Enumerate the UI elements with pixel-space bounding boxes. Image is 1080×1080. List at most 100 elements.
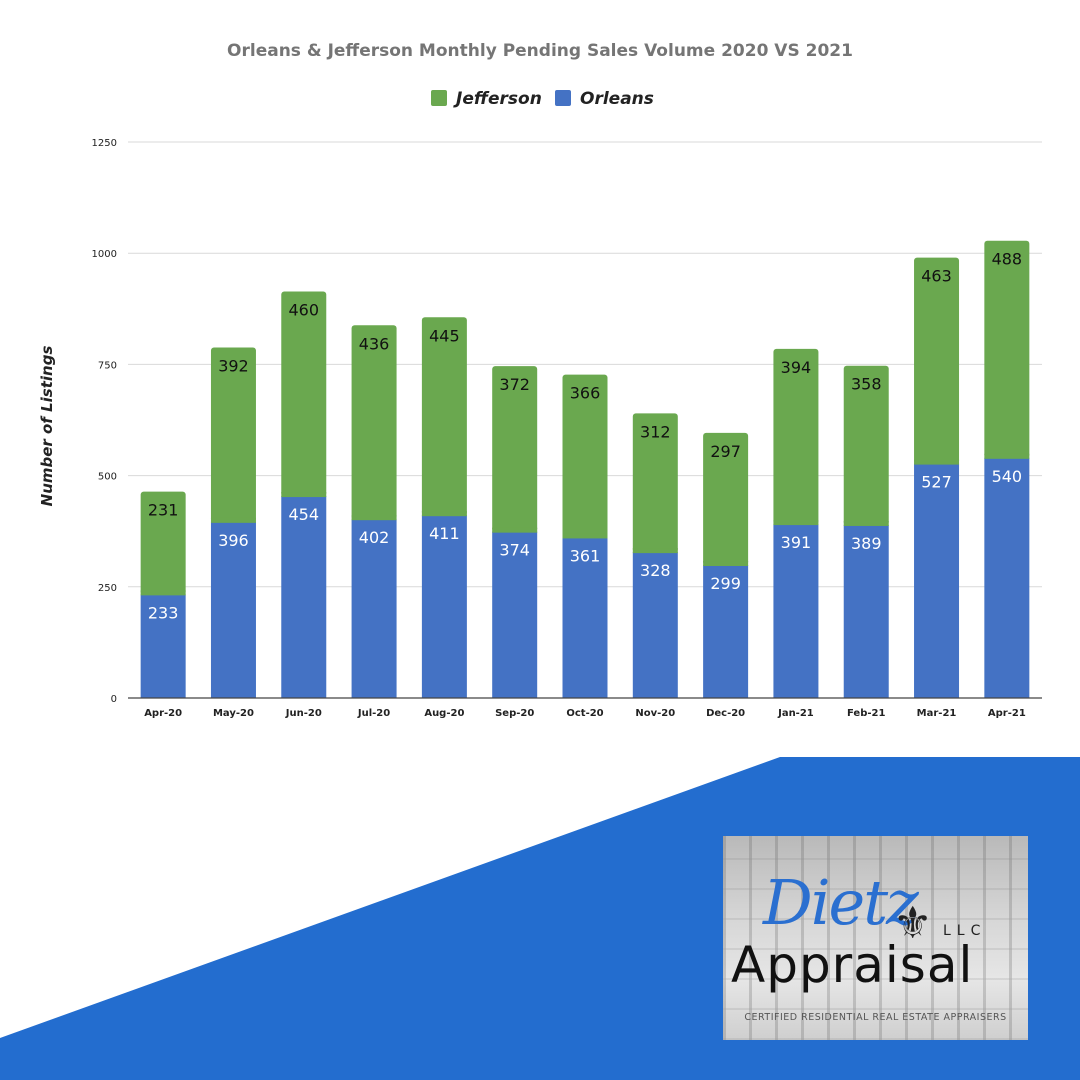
x-axis-ticks: Apr-20 May-20 Jun-20 Jul-20 Aug-20 Sep-20 Oct-… (144, 708, 1026, 719)
bar-jefferson (210, 347, 256, 522)
data-label-orleans: 391 (781, 533, 812, 552)
y-tick-label: 1000 (92, 249, 117, 260)
bar-jefferson (914, 257, 960, 464)
bar-orleans (562, 537, 608, 698)
y-axis-label: Number of Listings (38, 346, 56, 507)
bar-jefferson-base (140, 590, 186, 596)
bar-orleans (984, 457, 1030, 698)
data-label-orleans: 527 (921, 473, 952, 492)
data-label-jefferson: 460 (288, 300, 319, 319)
x-tick-label: Jun-20 (285, 708, 322, 719)
data-label-orleans: 328 (640, 561, 671, 580)
fleur-de-lis-icon: ⚜ (893, 898, 933, 949)
data-label-jefferson: 392 (218, 356, 249, 375)
logo-script-text: Dietz (763, 866, 919, 939)
data-labels: 233 231 396 392 454 460 402 436 411 445 374 372 361 3… (148, 250, 1022, 623)
x-tick-label: Feb-21 (847, 708, 885, 719)
data-label-orleans: 411 (429, 524, 460, 543)
x-tick-label: Mar-21 (917, 708, 957, 719)
legend-label-jefferson: Jefferson (453, 89, 542, 109)
bar-jefferson-base (210, 517, 256, 523)
logo-llc-text: LLC (943, 923, 987, 939)
bar-orleans (210, 521, 256, 698)
data-label-orleans: 233 (148, 603, 179, 622)
data-label-orleans: 396 (218, 531, 249, 550)
bar-jefferson-base (351, 515, 397, 521)
bar-jefferson (140, 491, 186, 595)
bar-orleans (281, 496, 327, 698)
y-tick-label: 250 (98, 583, 117, 594)
data-label-jefferson: 297 (710, 442, 741, 461)
bar-jefferson-base (281, 492, 327, 498)
data-label-jefferson: 436 (359, 334, 390, 353)
bar-jefferson (492, 366, 538, 532)
bar-jefferson (351, 325, 397, 520)
bar-jefferson (703, 432, 749, 566)
bar-jefferson (773, 348, 819, 525)
data-label-orleans: 454 (288, 505, 319, 524)
logo-wordmark: Appraisal (731, 936, 974, 994)
bar-jefferson-base (914, 459, 960, 465)
data-label-jefferson: 312 (640, 422, 671, 441)
data-label-jefferson: 445 (429, 326, 460, 345)
legend-label-orleans: Orleans (580, 89, 654, 109)
data-label-orleans: 361 (570, 546, 601, 565)
x-tick-label: Sep-20 (495, 708, 534, 719)
x-tick-label: Jan-21 (777, 708, 814, 719)
bar-jefferson-base (632, 548, 678, 554)
x-tick-label: Apr-20 (144, 708, 182, 719)
y-tick-label: 500 (98, 472, 117, 483)
y-axis-ticks: 0 250 500 750 1000 1250 (92, 138, 117, 705)
bar-jefferson-base (773, 520, 819, 526)
x-tick-label: May-20 (213, 708, 254, 719)
bars (140, 240, 1030, 698)
bar-orleans (914, 463, 960, 698)
x-tick-label: Aug-20 (424, 708, 464, 719)
y-tick-label: 0 (111, 694, 117, 705)
bar-orleans (421, 515, 467, 698)
data-label-jefferson: 372 (499, 375, 530, 394)
bar-jefferson (984, 240, 1030, 458)
data-label-jefferson: 394 (781, 358, 812, 377)
data-label-orleans: 540 (992, 467, 1023, 486)
x-tick-label: Nov-20 (635, 708, 675, 719)
building-photo-background (723, 836, 1028, 1040)
bar-orleans (703, 565, 749, 698)
bar-orleans (492, 531, 538, 698)
data-label-jefferson: 488 (992, 250, 1023, 269)
data-label-orleans: 389 (851, 534, 882, 553)
x-tick-label: Oct-20 (566, 708, 603, 719)
bar-jefferson-base (984, 453, 1030, 459)
bar-jefferson-base (703, 561, 749, 567)
bar-jefferson (421, 317, 467, 516)
bar-orleans (843, 524, 889, 698)
bar-jefferson (632, 413, 678, 553)
y-tick-label: 750 (98, 360, 117, 371)
bar-jefferson (843, 365, 889, 525)
bar-jefferson-base (562, 533, 608, 539)
data-label-orleans: 299 (710, 574, 741, 593)
company-logo: Dietz ⚜ LLC Appraisal CERTIFIED RESIDENT… (723, 836, 1028, 1040)
bar-orleans (773, 524, 819, 698)
bar-jefferson (562, 374, 608, 538)
y-tick-label: 1250 (92, 138, 117, 149)
data-label-jefferson: 358 (851, 375, 882, 394)
data-label-jefferson: 463 (921, 267, 952, 286)
bar-jefferson-base (492, 527, 538, 533)
logo-tagline: CERTIFIED RESIDENTIAL REAL ESTATE APPRAI… (744, 1012, 1007, 1023)
legend-swatch-jefferson (431, 90, 447, 106)
bar-orleans (351, 519, 397, 698)
data-label-jefferson: 366 (570, 384, 601, 403)
x-tick-label: Dec-20 (706, 708, 745, 719)
bar-jefferson-base (421, 511, 467, 517)
x-tick-label: Apr-21 (988, 708, 1026, 719)
bar-jefferson (281, 291, 327, 497)
bar-orleans (632, 552, 678, 698)
bar-orleans (140, 594, 186, 698)
data-label-jefferson: 231 (148, 501, 179, 520)
chart-title: Orleans & Jefferson Monthly Pending Sale… (227, 41, 853, 61)
data-label-orleans: 402 (359, 528, 390, 547)
bar-jefferson-base (843, 520, 889, 526)
legend-swatch-orleans (555, 90, 571, 106)
x-tick-label: Jul-20 (357, 708, 390, 719)
